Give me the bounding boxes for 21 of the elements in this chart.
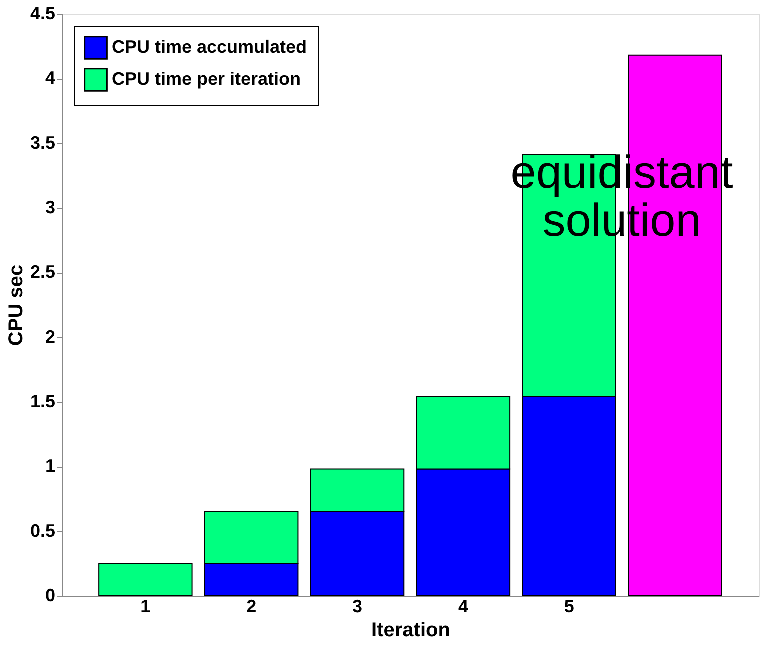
x-tick-label: 1 (140, 596, 151, 616)
x-axis-title: Iteration (372, 620, 450, 642)
y-tick-label: 0 (45, 586, 56, 606)
y-tick-label: 2.5 (30, 262, 56, 282)
annotation: equidistant solution (510, 146, 734, 246)
x-tick-label: 4 (458, 596, 468, 616)
y-tick-label: 1 (45, 456, 56, 476)
y-tick-label: 3.5 (30, 132, 56, 153)
x-tick-label: 2 (246, 596, 257, 616)
y-tick-label: 2 (45, 326, 56, 347)
y-axis-title: CPU sec (5, 264, 28, 346)
bar (98, 563, 193, 596)
legend-label: CPU time accumulated (112, 37, 308, 57)
y-tick-label: 4 (45, 68, 56, 88)
y-tick-label: 3 (45, 198, 56, 218)
x-tick-label: 5 (564, 596, 574, 616)
y-tick-label: 1.5 (30, 392, 56, 412)
x-tick-label: 3 (352, 596, 363, 616)
y-tick-label: 0.5 (30, 520, 56, 541)
legend-label: CPU time per iteration (112, 69, 302, 89)
y-tick-label: 4.5 (30, 4, 56, 24)
